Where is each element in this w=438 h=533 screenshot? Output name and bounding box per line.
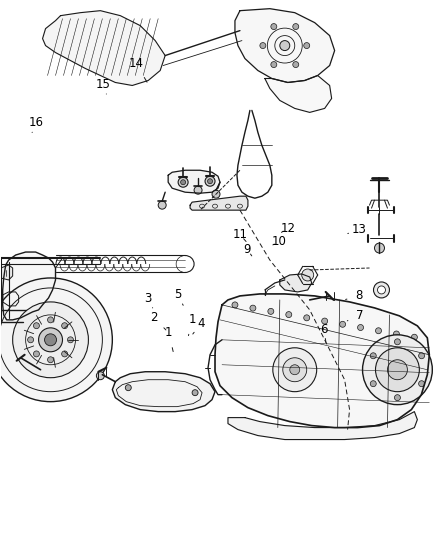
Circle shape: [39, 328, 63, 352]
Circle shape: [48, 317, 53, 323]
Circle shape: [370, 353, 376, 359]
Circle shape: [419, 353, 424, 359]
Polygon shape: [280, 274, 312, 292]
Text: 14: 14: [128, 57, 147, 82]
Circle shape: [271, 23, 277, 29]
Circle shape: [158, 201, 166, 209]
Polygon shape: [228, 411, 417, 440]
Circle shape: [62, 322, 67, 329]
Circle shape: [339, 321, 346, 327]
Text: 4: 4: [193, 318, 205, 334]
Circle shape: [393, 331, 399, 337]
Circle shape: [250, 305, 256, 311]
Text: 10: 10: [272, 235, 287, 248]
Circle shape: [321, 318, 328, 324]
Text: 1: 1: [188, 313, 197, 336]
Circle shape: [33, 351, 39, 357]
Circle shape: [419, 381, 424, 386]
Circle shape: [28, 337, 34, 343]
Text: 7: 7: [347, 310, 364, 322]
Circle shape: [205, 176, 215, 186]
Circle shape: [374, 243, 385, 253]
Circle shape: [194, 186, 202, 194]
Circle shape: [293, 23, 299, 29]
Text: 1: 1: [165, 326, 173, 352]
Circle shape: [290, 365, 300, 375]
Text: 15: 15: [96, 78, 111, 94]
Circle shape: [48, 357, 53, 363]
Text: 12: 12: [280, 222, 296, 235]
Polygon shape: [190, 196, 248, 210]
Circle shape: [33, 322, 39, 329]
Polygon shape: [42, 11, 165, 85]
Text: 5: 5: [174, 288, 183, 305]
Circle shape: [178, 177, 188, 187]
Text: 16: 16: [29, 117, 44, 133]
Circle shape: [180, 180, 186, 185]
Polygon shape: [3, 252, 56, 320]
Circle shape: [62, 351, 67, 357]
Polygon shape: [265, 76, 332, 112]
Text: 13: 13: [348, 223, 366, 236]
Circle shape: [273, 348, 317, 392]
Circle shape: [363, 335, 432, 405]
Circle shape: [411, 334, 417, 340]
Circle shape: [67, 337, 74, 343]
Circle shape: [286, 312, 292, 318]
Circle shape: [293, 62, 299, 68]
Circle shape: [283, 358, 307, 382]
Circle shape: [302, 269, 314, 281]
Circle shape: [212, 190, 220, 198]
Circle shape: [304, 315, 310, 321]
Circle shape: [45, 334, 57, 346]
Polygon shape: [112, 372, 215, 411]
Circle shape: [395, 339, 400, 345]
Circle shape: [0, 278, 112, 402]
Circle shape: [370, 381, 376, 386]
Text: 6: 6: [320, 322, 328, 343]
Polygon shape: [215, 294, 429, 427]
Polygon shape: [235, 9, 335, 83]
Circle shape: [357, 325, 364, 330]
Circle shape: [208, 179, 212, 184]
Text: 8: 8: [346, 289, 362, 302]
Circle shape: [260, 43, 266, 49]
Text: 3: 3: [145, 292, 152, 308]
Polygon shape: [168, 170, 220, 193]
Circle shape: [388, 360, 407, 379]
Circle shape: [13, 302, 88, 378]
Circle shape: [96, 372, 104, 379]
Circle shape: [192, 390, 198, 395]
Circle shape: [280, 41, 290, 51]
Circle shape: [375, 328, 381, 334]
Circle shape: [378, 286, 385, 294]
Text: 2: 2: [150, 311, 166, 330]
Circle shape: [375, 348, 419, 392]
Circle shape: [125, 385, 131, 391]
Polygon shape: [1, 265, 13, 280]
Circle shape: [304, 43, 310, 49]
Circle shape: [268, 309, 274, 314]
Circle shape: [374, 282, 389, 298]
Circle shape: [395, 394, 400, 401]
Text: 9: 9: [244, 243, 252, 256]
Text: 11: 11: [233, 228, 247, 241]
Circle shape: [271, 62, 277, 68]
Circle shape: [232, 302, 238, 308]
